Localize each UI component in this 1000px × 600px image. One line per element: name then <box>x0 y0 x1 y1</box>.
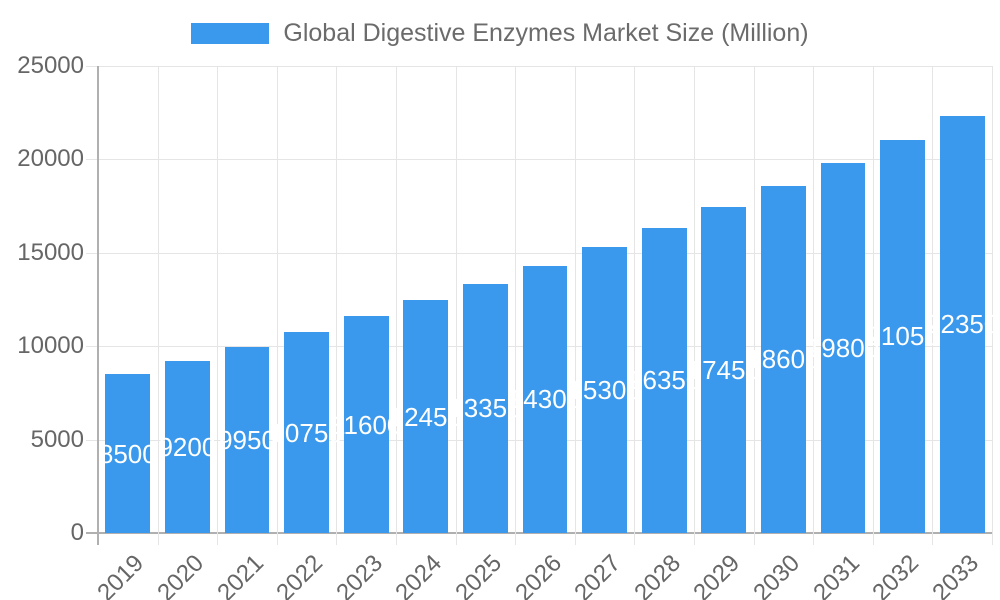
bar-2026[interactable] <box>522 265 568 533</box>
bar-2029[interactable] <box>701 207 747 533</box>
bar-2033[interactable] <box>939 115 985 533</box>
x-gridline <box>515 66 517 545</box>
x-axis-tick-label: 2026 <box>509 549 567 600</box>
x-axis-tick-label: 2020 <box>152 549 210 600</box>
y-axis-tick-label: 5000 <box>30 425 84 453</box>
bar-2020[interactable] <box>165 361 210 533</box>
x-axis-tick-label: 2028 <box>629 549 686 600</box>
x-gridline <box>157 66 159 545</box>
x-gridline <box>336 66 338 545</box>
x-axis-tick-label: 2027 <box>569 549 627 600</box>
x-gridline <box>932 66 934 545</box>
x-gridline <box>694 66 695 545</box>
y-axis-line <box>97 66 99 545</box>
bar-2025[interactable] <box>463 283 508 533</box>
x-axis-tick-label: 2032 <box>867 549 925 600</box>
y-gridline <box>86 159 992 161</box>
y-axis-tick-label: 25000 <box>17 52 84 79</box>
x-gridline <box>634 66 636 545</box>
x-axis-tick-label: 2019 <box>92 549 150 600</box>
x-axis-tick-label: 2024 <box>390 549 448 600</box>
bar-2030[interactable] <box>761 185 806 533</box>
x-gridline <box>455 66 457 545</box>
x-gridline <box>872 66 874 545</box>
bar-2024[interactable] <box>403 300 449 533</box>
bar-2031[interactable] <box>820 163 866 533</box>
x-gridline <box>813 66 815 545</box>
x-axis-tick-label: 2033 <box>927 549 984 600</box>
x-axis-tick-label: 2025 <box>450 549 508 600</box>
x-axis-tick-label: 2021 <box>211 549 269 600</box>
bar-2021[interactable] <box>224 347 270 533</box>
x-gridline <box>753 66 755 545</box>
x-axis-tick-label: 2022 <box>271 549 329 600</box>
legend-swatch <box>191 23 270 44</box>
x-gridline <box>217 66 219 545</box>
bar-2032[interactable] <box>880 139 925 533</box>
x-gridline <box>992 66 993 545</box>
x-axis-tick-label: 2023 <box>331 549 388 600</box>
x-axis-tick-label: 2029 <box>688 549 746 600</box>
y-axis-tick-label: 20000 <box>17 145 84 173</box>
x-gridline <box>276 66 278 545</box>
y-gridline <box>86 66 992 67</box>
bar-2028[interactable] <box>641 227 687 533</box>
x-axis-line <box>86 532 992 534</box>
y-gridline <box>86 252 992 254</box>
bar-2019[interactable] <box>105 374 151 533</box>
y-axis-tick-label: 10000 <box>17 332 84 360</box>
legend-item[interactable]: Global Digestive Enzymes Market Size (Mi… <box>0 21 1000 46</box>
legend-label: Global Digestive Enzymes Market Size (Mi… <box>283 19 809 47</box>
bar-2027[interactable] <box>582 247 627 533</box>
bar-2022[interactable] <box>284 332 329 533</box>
x-gridline <box>396 66 397 545</box>
x-gridline <box>574 66 576 545</box>
bar-2023[interactable] <box>343 316 389 533</box>
y-axis-tick-label: 0 <box>70 519 84 546</box>
y-axis-tick-label: 15000 <box>17 238 84 266</box>
x-axis-tick-label: 2030 <box>748 549 806 600</box>
x-axis-tick-label: 2031 <box>807 549 865 600</box>
